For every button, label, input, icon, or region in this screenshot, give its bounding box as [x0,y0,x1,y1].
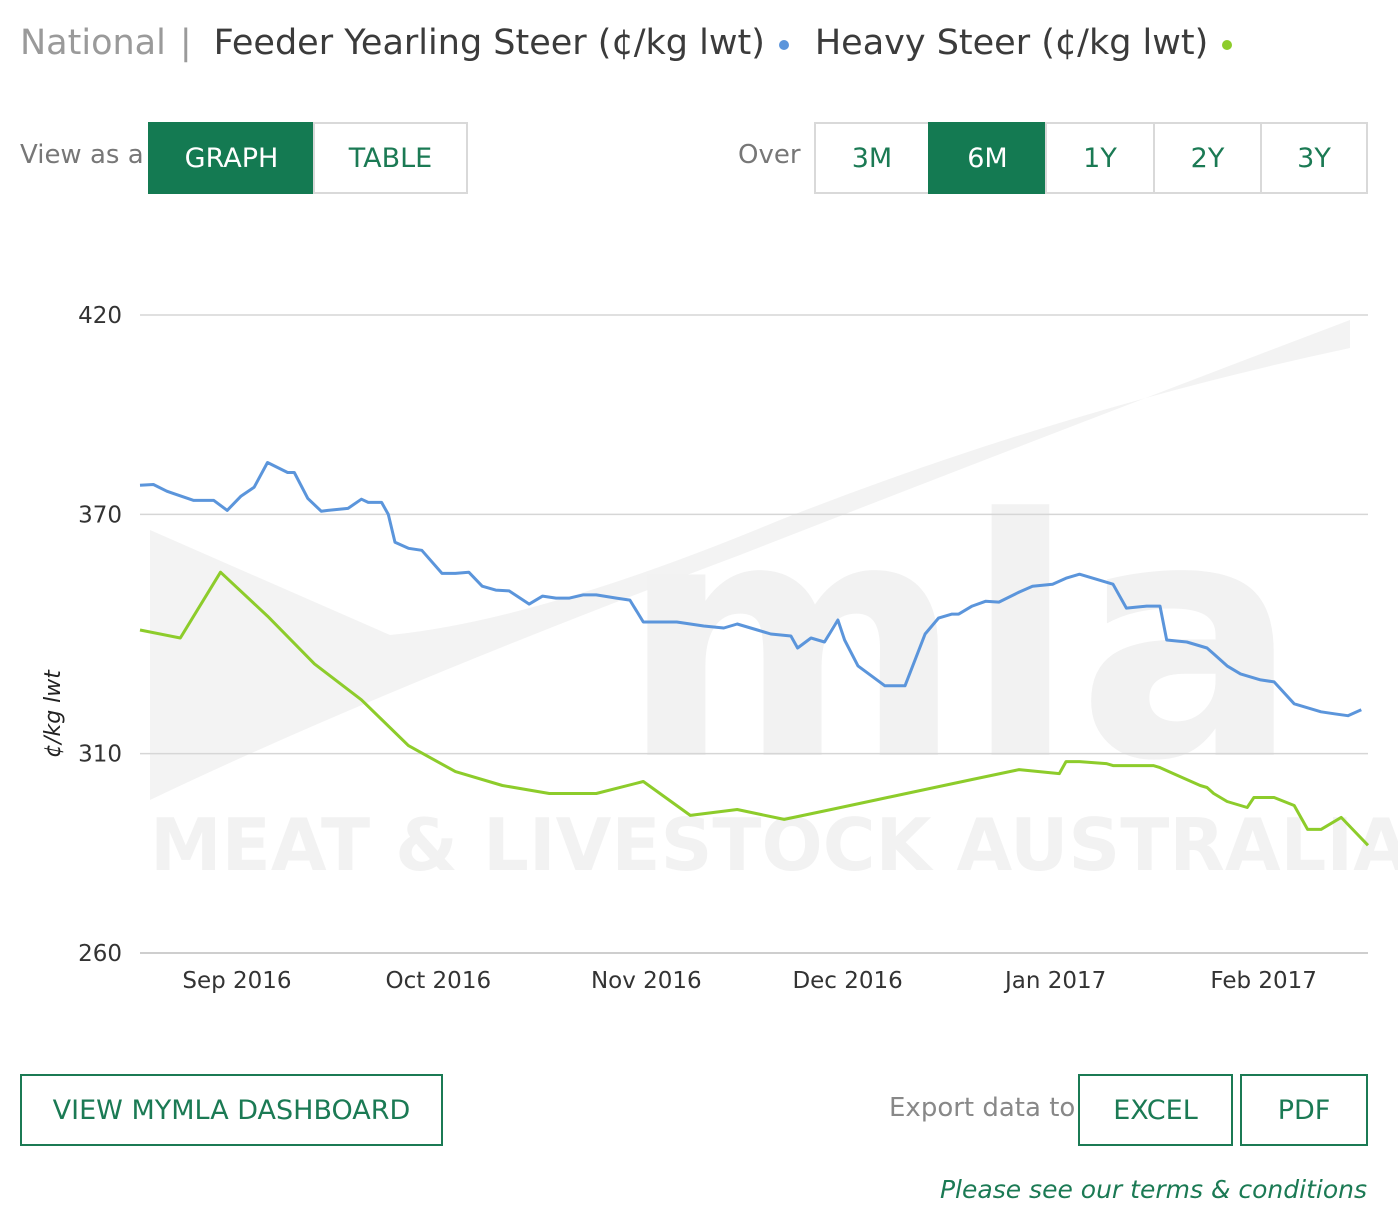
y-axis-ticks: 420 370 310 260 [78,303,122,967]
terms-conditions-link[interactable]: Please see our terms & conditions [939,1175,1367,1204]
y-tick-label: 370 [78,502,122,528]
y-axis-label: ¢/kg lwt [41,669,66,758]
table-view-button[interactable]: TABLE [313,122,468,194]
range-3m-button[interactable]: 3M [814,122,930,194]
x-tick-label: Sep 2016 [182,968,291,994]
range-1y-button[interactable]: 1Y [1045,122,1155,194]
export-excel-button[interactable]: EXCEL [1078,1074,1233,1146]
x-axis-ticks: Sep 2016 Oct 2016 Nov 2016 Dec 2016 Jan 2017… [182,968,1317,994]
header-separator: | [179,23,192,63]
grid-lines [140,314,1368,954]
y-tick-label: 260 [78,941,122,967]
series-line-2 [139,570,1370,847]
region-label: National [20,23,166,63]
graph-view-button[interactable]: GRAPH [148,122,315,194]
x-tick-label: Feb 2017 [1210,968,1317,994]
series1-legend-dot [778,40,789,50]
range-2y-button[interactable]: 2Y [1153,122,1262,194]
line-chart: mla MEAT & LIVESTOCK AUSTRALIA 420 370 310… [41,303,1398,994]
series1-title: Feeder Yearling Steer (¢/kg lwt) [213,23,765,63]
series2-legend-dot [1222,40,1233,50]
watermark-logo-text: mla [620,449,1300,833]
series2-title: Heavy Steer (¢/kg lwt) [814,23,1209,63]
y-tick-label: 420 [78,303,122,329]
mla-watermark: mla MEAT & LIVESTOCK AUSTRALIA [150,320,1398,887]
view-as-label: View as a [20,140,144,170]
series-line-1 [139,461,1362,718]
over-label: Over [738,140,801,170]
watermark-swoosh [150,320,1350,800]
export-data-label: Export data to [889,1093,1076,1123]
x-tick-label: Oct 2016 [385,968,491,994]
range-6m-button[interactable]: 6M [928,122,1047,194]
x-tick-label: Jan 2017 [1003,968,1106,994]
series-lines [139,461,1370,847]
x-tick-label: Dec 2016 [792,968,902,994]
range-3y-button[interactable]: 3Y [1260,122,1368,194]
export-pdf-button[interactable]: PDF [1240,1074,1368,1146]
view-mymla-dashboard-button[interactable]: VIEW MYMLA DASHBOARD [20,1074,443,1146]
y-tick-label: 310 [78,742,122,768]
x-tick-label: Nov 2016 [591,968,702,994]
chart-header: National | Feeder Yearling Steer (¢/kg l… [20,18,1258,68]
watermark-name-text: MEAT & LIVESTOCK AUSTRALIA [150,803,1398,887]
